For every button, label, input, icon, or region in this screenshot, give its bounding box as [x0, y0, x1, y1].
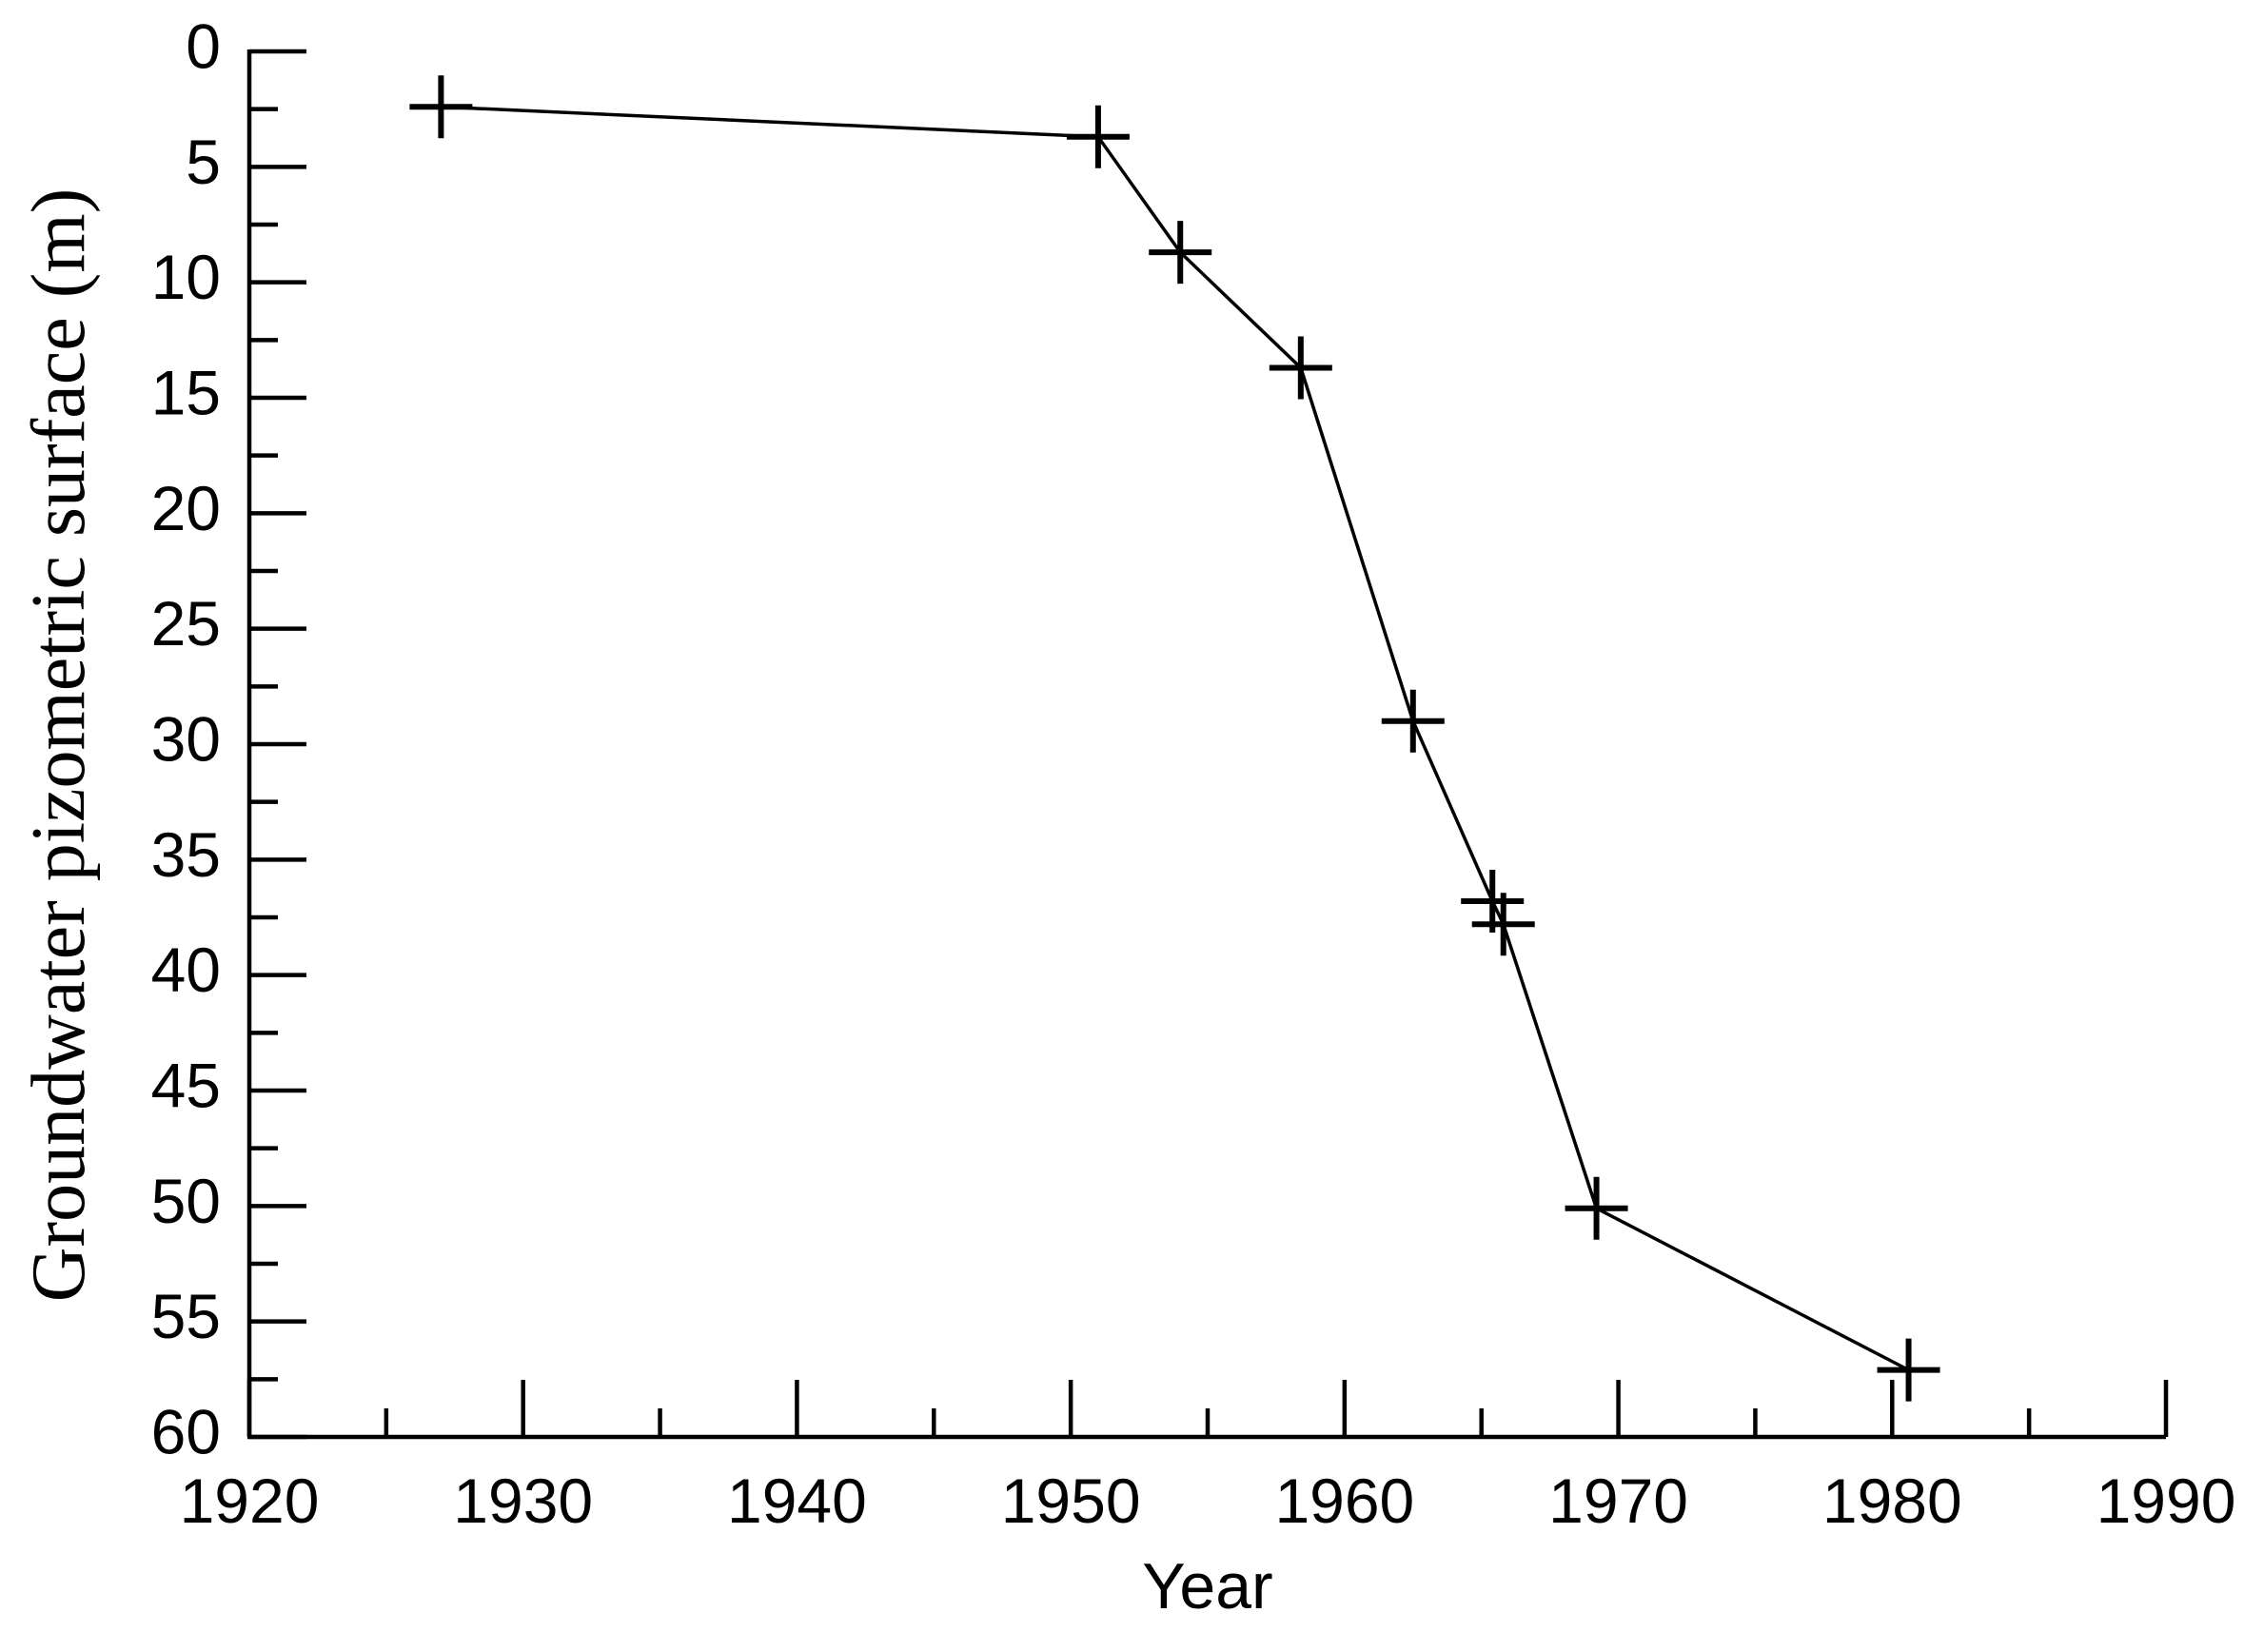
y-tick-label: 0 — [186, 10, 221, 81]
data-point — [1269, 336, 1332, 400]
data-point — [409, 75, 473, 139]
data-line — [441, 105, 1910, 1372]
data-point — [1565, 1176, 1628, 1240]
y-tick-label: 5 — [186, 127, 221, 197]
y-axis-title: Groundwater pizometric surface (m) — [17, 188, 101, 1303]
data-point — [1381, 689, 1445, 753]
x-tick-label: 1950 — [1001, 1465, 1141, 1536]
y-tick-label: 30 — [151, 703, 221, 774]
y-tick-label: 25 — [151, 588, 221, 659]
x-tick-label: 1990 — [2097, 1465, 2236, 1536]
x-tick-label: 1920 — [180, 1465, 320, 1536]
y-tick-label: 20 — [151, 473, 221, 543]
y-tick-label: 45 — [151, 1050, 221, 1120]
x-tick-label: 1960 — [1274, 1465, 1414, 1536]
x-axis-title: Year — [1142, 1550, 1272, 1622]
x-tick-label: 1930 — [453, 1465, 593, 1536]
x-tick-label: 1980 — [1822, 1465, 1962, 1536]
x-tick-label: 1970 — [1548, 1465, 1688, 1536]
y-tick-label: 15 — [151, 357, 221, 427]
y-tick-label: 35 — [151, 819, 221, 890]
y-tick-label: 40 — [151, 934, 221, 1005]
y-tick-label: 10 — [151, 242, 221, 312]
x-tick-label: 1940 — [727, 1465, 867, 1536]
y-tick-label: 50 — [151, 1166, 221, 1236]
y-tick-label: 60 — [151, 1396, 221, 1466]
data-point — [1149, 221, 1212, 285]
data-point — [1877, 1338, 1940, 1402]
data-point — [1471, 893, 1535, 956]
data-point — [1066, 105, 1130, 168]
y-tick-label: 55 — [151, 1281, 221, 1351]
